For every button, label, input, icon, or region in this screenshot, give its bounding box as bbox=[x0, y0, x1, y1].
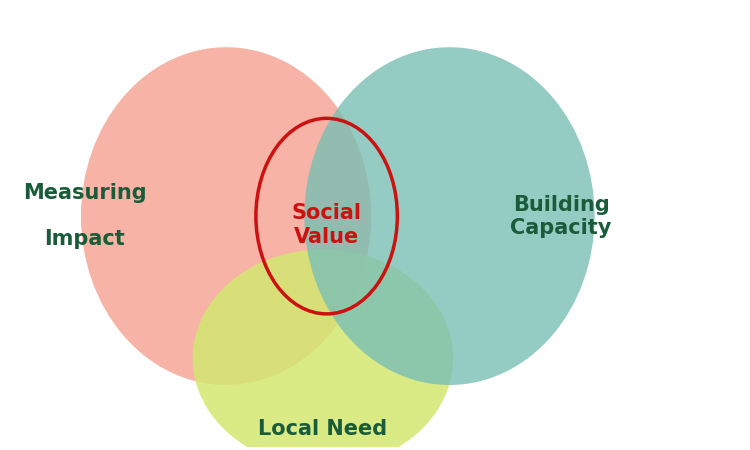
Ellipse shape bbox=[304, 47, 595, 385]
Ellipse shape bbox=[193, 249, 453, 450]
Text: Measuring

Impact: Measuring Impact bbox=[22, 183, 146, 249]
Text: Social
Value: Social Value bbox=[292, 203, 362, 247]
Ellipse shape bbox=[81, 47, 371, 385]
Text: Local Need: Local Need bbox=[258, 419, 388, 440]
Text: Building
Capacity: Building Capacity bbox=[511, 194, 612, 238]
